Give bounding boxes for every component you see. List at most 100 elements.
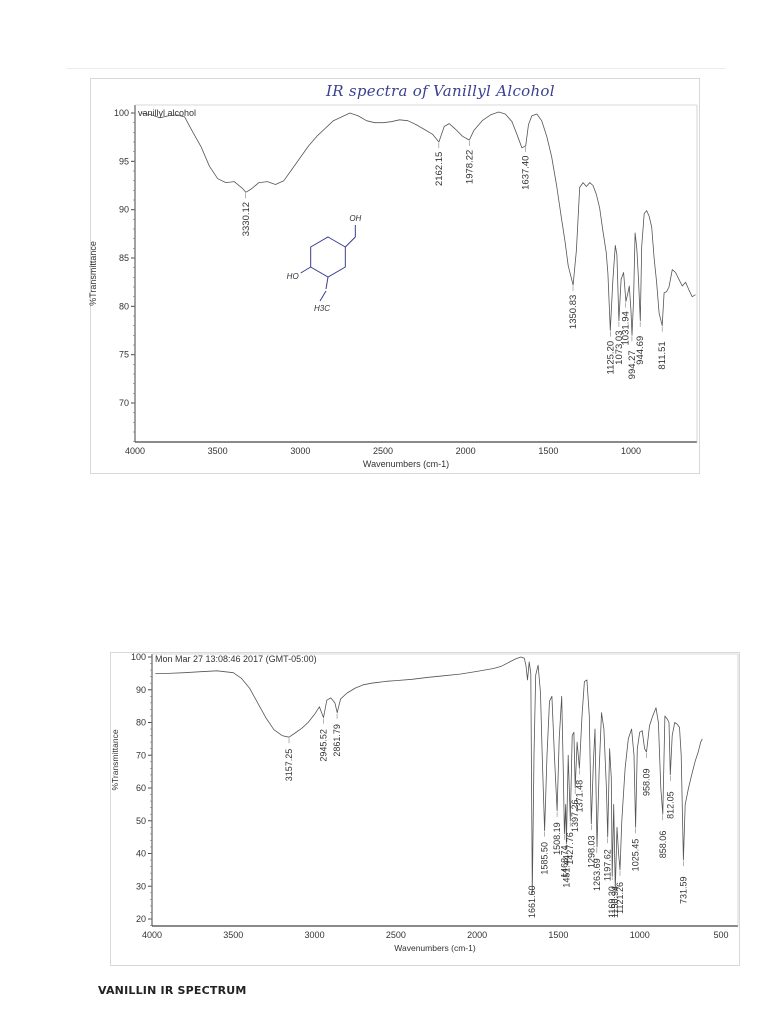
x-tick-label: 3500 [223, 930, 243, 940]
peak-label: 1350.83 [568, 295, 579, 329]
x-tick-label: 500 [713, 930, 728, 940]
peak-label: 1263.69 [592, 858, 602, 891]
peak-label: 1978.22 [464, 150, 475, 184]
y-tick-label: 70 [136, 750, 146, 760]
peak-label: 958.09 [642, 768, 652, 796]
peak-annotation: 2861.79 [332, 713, 342, 757]
peak-annotation: 1169.30 [607, 877, 617, 918]
peak-annotation: 1661.60 [527, 880, 537, 918]
peak-label: 1463.74 [559, 845, 569, 878]
peak-annotation: 1150.94 [610, 880, 620, 918]
x-tick-label: 2500 [386, 930, 406, 940]
peak-label: 1125.20 [605, 341, 616, 375]
x-tick-label: 3000 [305, 930, 325, 940]
peak-annotation: 1031.94 [621, 302, 632, 346]
y-tick-label: 100 [131, 652, 146, 662]
peak-annotation: 812.05 [665, 775, 675, 819]
peak-annotation: 1263.69 [592, 847, 602, 891]
x-axis-label: Wavenumbers (cm-1) [363, 459, 449, 469]
x-tick-label: 2000 [467, 930, 487, 940]
peak-label: 1585.50 [540, 842, 550, 875]
peak-label: 3330.12 [241, 202, 252, 236]
peak-annotation: 3330.12 [241, 193, 252, 236]
y-tick-label: 90 [119, 205, 129, 215]
peak-label: 1427.76 [565, 832, 575, 865]
peak-label: 1150.94 [610, 886, 620, 918]
y-tick-label: 85 [119, 253, 129, 263]
peak-label: 1508.19 [552, 822, 562, 855]
peak-annotation: 811.51 [657, 326, 668, 370]
legend-label: vanillyl alcohol [138, 108, 196, 118]
y-tick-label: 50 [136, 816, 146, 826]
peak-label: 1298.03 [586, 835, 596, 868]
peak-label: 1637.40 [521, 156, 532, 190]
peak-annotation: 1073.03 [614, 321, 625, 365]
y-tick-label: 70 [119, 398, 129, 408]
peak-label: 1197.62 [603, 849, 613, 881]
page-divider [66, 68, 726, 69]
peak-annotation: 1298.03 [586, 825, 596, 868]
peak-annotation: 994.27 [627, 336, 638, 379]
peak-label: 1073.03 [614, 330, 625, 364]
h3c-label: H3C [314, 304, 330, 313]
peak-label: 811.51 [657, 341, 668, 369]
vanillyl-alcohol-ir-chart: 100 95 90 85 80 75 70 4000 3500 3000 2500 2000 1500 1… [88, 104, 698, 469]
ho-label: HO [287, 272, 299, 281]
peak-annotation: 1125.20 [605, 331, 616, 375]
peak-label: 1169.30 [607, 886, 617, 918]
y-axis-label: %Transmittance [110, 729, 120, 790]
peak-annotation: 1508.19 [552, 811, 562, 855]
chart-title-handwritten: IR spectra of Vanillyl Alcohol [326, 82, 555, 100]
y-tick-label: 95 [119, 156, 129, 166]
x-tick-label: 4000 [125, 446, 145, 456]
peak-label: 1121.26 [615, 882, 625, 914]
y-tick-label: 20 [136, 914, 146, 924]
vanillyl-alcohol-chart-panel [90, 78, 700, 474]
vanillin-ir-chart: 100 90 80 70 60 50 40 30 20 4000 3500 3000 2500 2000 1… [110, 652, 739, 953]
x-tick-label: 1000 [630, 930, 650, 940]
peak-label: 3157.25 [284, 749, 294, 782]
peak-label: 1031.94 [621, 311, 632, 345]
peak-annotation: 958.09 [642, 752, 652, 796]
peak-annotation: 731.59 [678, 861, 688, 904]
peak-label: 2162.15 [434, 152, 445, 186]
spectrum-line [155, 656, 703, 894]
x-tick-label: 3500 [208, 446, 228, 456]
peak-label: 1451.44 [561, 855, 571, 888]
x-tick-label: 3000 [290, 446, 310, 456]
peak-label: 1661.60 [527, 885, 537, 918]
peak-annotation: 1427.76 [565, 821, 575, 865]
peak-annotation: 1371.48 [574, 769, 584, 812]
peak-label: 2861.79 [332, 724, 342, 757]
peak-label: 994.27 [627, 350, 638, 379]
x-tick-label: 1500 [538, 446, 558, 456]
x-axis-label: Wavenumbers (cm-1) [394, 943, 476, 953]
x-tick-label: 1500 [548, 930, 568, 940]
y-tick-label: 60 [136, 783, 146, 793]
peak-label: 1371.48 [574, 780, 584, 813]
peak-annotation: 1350.83 [568, 286, 579, 329]
y-tick-label: 80 [136, 718, 146, 728]
oh-label: OH [349, 214, 361, 223]
peak-annotation: 1397.26 [570, 789, 580, 832]
peak-annotation: 1197.62 [603, 838, 613, 881]
peak-annotation: 3157.25 [284, 738, 294, 781]
peak-label: 731.59 [678, 877, 688, 905]
peak-label: 812.05 [665, 791, 675, 819]
peak-annotation: 2162.15 [434, 143, 445, 186]
peak-label: 858.06 [658, 831, 668, 859]
peak-label: 1397.26 [570, 799, 580, 832]
peak-annotation: 1121.26 [615, 870, 625, 914]
figure-caption: VANILLIN IR SPECTRUM [98, 984, 247, 997]
peak-annotation: 1025.45 [631, 828, 641, 871]
y-tick-label: 90 [136, 685, 146, 695]
vanillyl-alcohol-structure: OH HO H3C [287, 214, 362, 313]
peak-annotation: 2945.52 [318, 718, 328, 762]
peak-annotation: 1978.22 [464, 141, 475, 184]
y-tick-label: 30 [136, 881, 146, 891]
x-tick-label: 2500 [373, 446, 393, 456]
peak-label: 2945.52 [318, 729, 328, 762]
x-tick-label: 1000 [621, 446, 641, 456]
y-tick-label: 100 [114, 108, 129, 118]
peak-annotation: 1637.40 [521, 146, 532, 190]
